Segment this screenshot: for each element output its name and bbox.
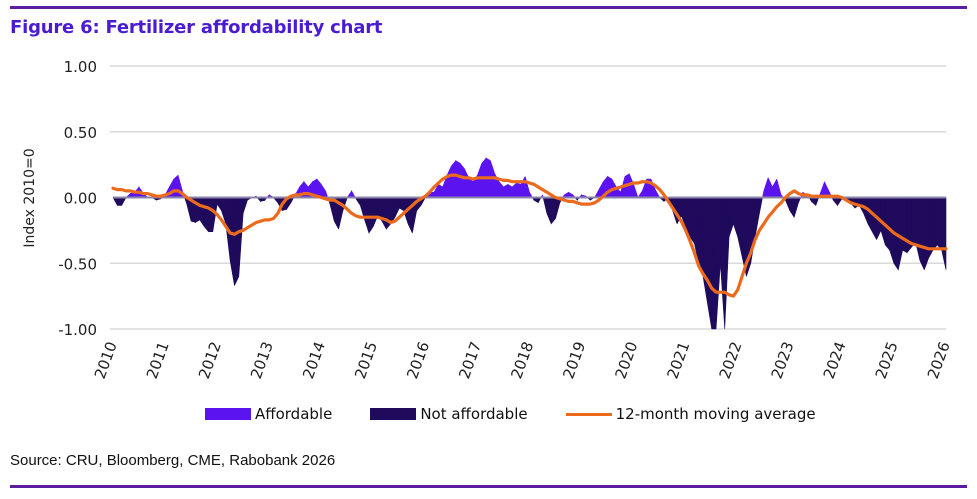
legend-item-not-affordable: Not affordable — [370, 405, 528, 423]
x-tick-label: 2025 — [872, 339, 902, 381]
x-tick-label: 2014 — [299, 339, 329, 381]
x-tick-label: 2017 — [455, 339, 485, 381]
y-tick-label: 0.50 — [64, 124, 97, 142]
not-affordable-swatch — [370, 408, 417, 420]
affordable-area — [113, 157, 946, 198]
x-tick-label: 2023 — [768, 339, 798, 381]
x-tick-label: 2013 — [247, 339, 277, 381]
figure-title: Figure 6: Fertilizer affordability chart — [10, 17, 383, 38]
y-tick-label: 0.00 — [64, 190, 97, 208]
legend-label-not-affordable: Not affordable — [420, 405, 528, 423]
moving-average-line — [111, 173, 948, 298]
affordable-swatch — [205, 408, 251, 420]
top-rule — [10, 6, 967, 9]
y-tick-label: -1.00 — [58, 321, 97, 339]
x-tick-label: 2024 — [820, 339, 850, 381]
x-tick-label: 2015 — [351, 339, 381, 381]
x-tick-label: 2026 — [924, 339, 954, 381]
x-tick-label: 2012 — [195, 339, 225, 381]
x-tick-label: 2020 — [611, 339, 641, 381]
y-tick-label: -0.50 — [58, 255, 97, 273]
x-tick-label: 2016 — [403, 339, 433, 381]
moving-average-swatch — [565, 412, 612, 416]
x-tick-label: 2011 — [143, 339, 173, 381]
x-tick-label: 2022 — [716, 339, 746, 381]
legend: Affordable Not affordable 12-month movin… — [205, 405, 854, 423]
x-tick-labels: 2010 2011 2012 2013 2014 2015 2016 2017 2018 2019… — [91, 339, 954, 381]
x-tick-label: 2018 — [507, 339, 537, 381]
source-note: Source: CRU, Bloomberg, CME, Rabobank 20… — [10, 452, 336, 469]
y-tick-labels: 1.00 0.50 0.00 -0.50 -1.00 — [58, 58, 97, 339]
x-tick-label: 2019 — [559, 339, 589, 381]
x-tick-label: 2010 — [91, 339, 121, 381]
legend-label-affordable: Affordable — [255, 405, 333, 423]
legend-label-moving-average: 12-month moving average — [615, 405, 816, 423]
bottom-rule — [10, 485, 967, 488]
gridlines — [110, 65, 946, 330]
x-tick-label: 2021 — [663, 339, 693, 381]
legend-item-moving-average: 12-month moving average — [565, 405, 816, 423]
y-tick-label: 1.00 — [64, 58, 97, 76]
legend-item-affordable: Affordable — [205, 405, 332, 423]
chart: 1.00 0.50 0.00 -0.50 -1.00 Index 2010=0 2010… — [22, 58, 954, 381]
y-axis-title: Index 2010=0 — [22, 148, 38, 247]
